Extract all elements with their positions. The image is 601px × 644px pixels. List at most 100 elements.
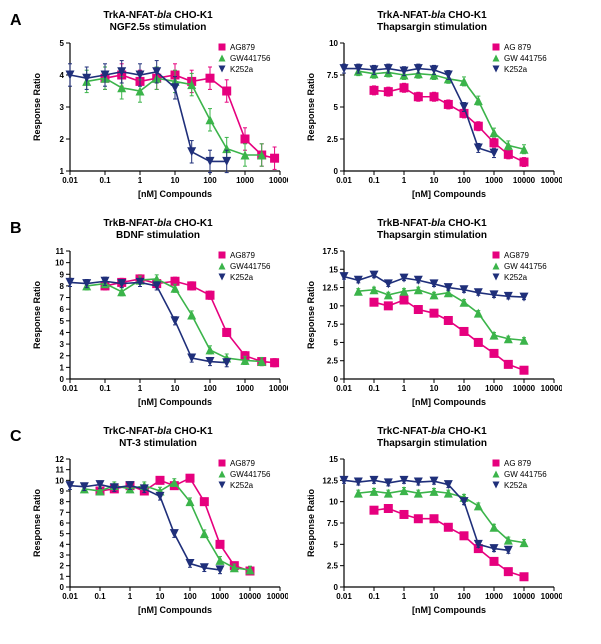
x-tick: 100000 [541,384,562,393]
y-tick: 2.5 [327,135,339,144]
series-line [70,485,220,570]
chart-title: TrkA-NFAT-bla CHO-K1NGF2.5s stimulation [28,10,288,33]
y-tick: 3 [60,551,65,560]
x-axis-label: [nM] Compounds [138,397,212,407]
series-line [374,508,524,576]
x-tick: 1 [402,592,407,601]
x-tick: 10000 [513,592,536,601]
y-tick: 5 [60,530,65,539]
x-tick: 10000 [269,384,288,393]
x-tick: 10 [430,176,439,185]
x-tick: 10000 [239,592,262,601]
x-tick: 10 [430,592,439,601]
y-tick: 7.5 [327,519,339,528]
y-tick: 2 [60,352,65,361]
chart-title: TrkC-NFAT-bla CHO-K1Thapsargin stimulati… [302,426,562,449]
x-tick: 10000 [513,176,536,185]
x-tick: 100 [203,176,217,185]
y-tick: 10 [329,39,338,48]
y-tick: 0 [60,375,65,384]
y-tick: 0 [60,583,65,592]
x-tick: 0.01 [336,592,352,601]
y-tick: 12.5 [322,476,338,485]
chart-title: TrkB-NFAT-bla CHO-K1BDNF stimulation [28,218,288,241]
chart-wrap: TrkC-NFAT-bla CHO-K1NT-3 stimulation0123… [28,426,288,626]
x-axis-label: [nM] Compounds [138,189,212,199]
y-tick: 2 [60,562,65,571]
x-tick: 1000 [485,176,503,185]
series-line [70,281,227,362]
y-axis-label: Response Ratio [306,488,316,557]
y-axis-label: Response Ratio [306,72,316,141]
y-tick: 10 [55,476,64,485]
series-line [374,300,524,370]
y-tick: 1 [60,572,65,581]
x-tick: 0.01 [336,384,352,393]
chart-wrap: TrkC-NFAT-bla CHO-K1Thapsargin stimulati… [302,426,562,626]
panel-label: C [10,426,28,446]
y-tick: 9 [60,270,65,279]
legend-label: AG879 [230,459,255,468]
x-tick: 1 [138,384,143,393]
x-tick: 10 [430,384,439,393]
x-tick: 1000 [236,384,254,393]
y-axis-label: Response Ratio [306,280,316,349]
y-tick: 5 [334,103,339,112]
series-line [105,279,275,363]
legend-label: K252a [230,273,254,282]
y-tick: 12 [55,455,64,464]
y-tick: 8 [60,498,65,507]
x-tick: 1 [138,176,143,185]
legend-label: GW 441756 [504,470,547,479]
x-tick: 0.1 [368,592,380,601]
x-tick: 0.1 [94,592,106,601]
y-tick: 7.5 [327,320,339,329]
legend-label: K252a [504,65,528,74]
y-tick: 1 [60,363,65,372]
row-C: CTrkC-NFAT-bla CHO-K1NT-3 stimulation012… [10,426,591,626]
chart-B-right: 02.557.51012.51517.50.010.11101001000100… [302,243,562,413]
y-tick: 10 [55,259,64,268]
panel-label: B [10,218,28,238]
legend-label: K252a [504,273,528,282]
y-tick: 2 [60,135,65,144]
x-tick: 0.01 [336,176,352,185]
legend-label: GW441756 [230,262,271,271]
x-axis-label: [nM] Compounds [412,397,486,407]
x-tick: 0.1 [368,176,380,185]
x-tick: 0.01 [62,592,78,601]
legend-label: AG879 [230,251,255,260]
chart-A-left: 123450.010.1110100100010000[nM] Compound… [28,35,288,205]
y-tick: 7.5 [327,71,339,80]
y-tick: 6 [60,519,65,528]
x-tick: 1 [402,176,407,185]
chart-wrap: TrkB-NFAT-bla CHO-K1BDNF stimulation0123… [28,218,288,418]
y-tick: 7 [60,508,65,517]
x-tick: 10 [156,592,165,601]
x-tick: 100000 [267,592,288,601]
series-line [358,290,524,340]
y-tick: 15 [329,455,338,464]
panel-label: A [10,10,28,30]
y-axis-label: Response Ratio [32,488,42,557]
x-tick: 10000 [269,176,288,185]
series-line [344,69,494,153]
x-tick: 100000 [541,592,562,601]
y-tick: 4 [60,71,65,80]
chart-A-right: 02.557.5100.010.1110100100010000100000[n… [302,35,562,205]
x-tick: 1000 [485,384,503,393]
x-tick: 100 [457,592,471,601]
y-tick: 6 [60,305,65,314]
x-tick: 0.1 [99,384,111,393]
series-line [358,491,524,543]
y-tick: 5 [334,540,339,549]
y-tick: 10 [329,498,338,507]
y-tick: 5 [60,317,65,326]
y-tick: 0 [334,167,339,176]
x-tick: 100 [457,384,471,393]
y-tick: 1 [60,167,65,176]
y-tick: 4 [60,328,65,337]
chart-title: TrkB-NFAT-bla CHO-K1Thapsargin stimulati… [302,218,562,241]
chart-title: TrkA-NFAT-bla CHO-K1Thapsargin stimulati… [302,10,562,33]
legend-label: AG879 [230,43,255,52]
